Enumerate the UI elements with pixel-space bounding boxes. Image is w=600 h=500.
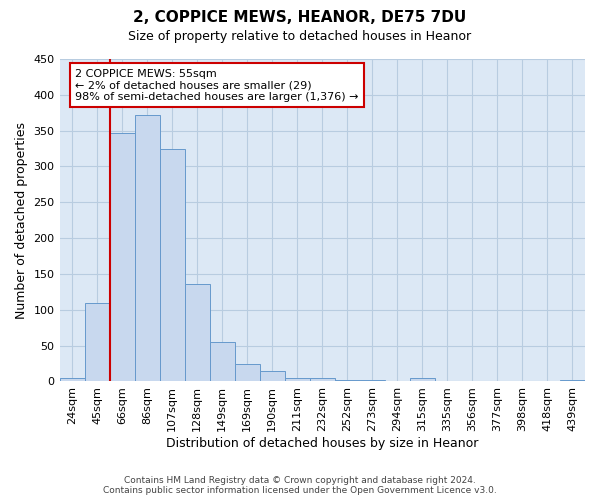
Bar	[235, 364, 260, 382]
Y-axis label: Number of detached properties: Number of detached properties	[15, 122, 28, 318]
Bar	[160, 148, 185, 382]
Bar	[85, 302, 110, 382]
Bar	[110, 133, 134, 382]
Text: Size of property relative to detached houses in Heanor: Size of property relative to detached ho…	[128, 30, 472, 43]
Text: Contains HM Land Registry data © Crown copyright and database right 2024.
Contai: Contains HM Land Registry data © Crown c…	[103, 476, 497, 495]
Bar	[134, 115, 160, 382]
Bar	[560, 380, 585, 382]
Text: 2, COPPICE MEWS, HEANOR, DE75 7DU: 2, COPPICE MEWS, HEANOR, DE75 7DU	[133, 10, 467, 25]
Bar	[209, 342, 235, 382]
Bar	[59, 378, 85, 382]
X-axis label: Distribution of detached houses by size in Heanor: Distribution of detached houses by size …	[166, 437, 478, 450]
Bar	[185, 284, 209, 382]
Bar	[285, 378, 310, 382]
Bar	[360, 380, 385, 382]
Bar	[410, 378, 435, 382]
Bar	[335, 380, 360, 382]
Bar	[260, 370, 285, 382]
Text: 2 COPPICE MEWS: 55sqm
← 2% of detached houses are smaller (29)
98% of semi-detac: 2 COPPICE MEWS: 55sqm ← 2% of detached h…	[76, 68, 359, 102]
Bar	[310, 378, 335, 382]
